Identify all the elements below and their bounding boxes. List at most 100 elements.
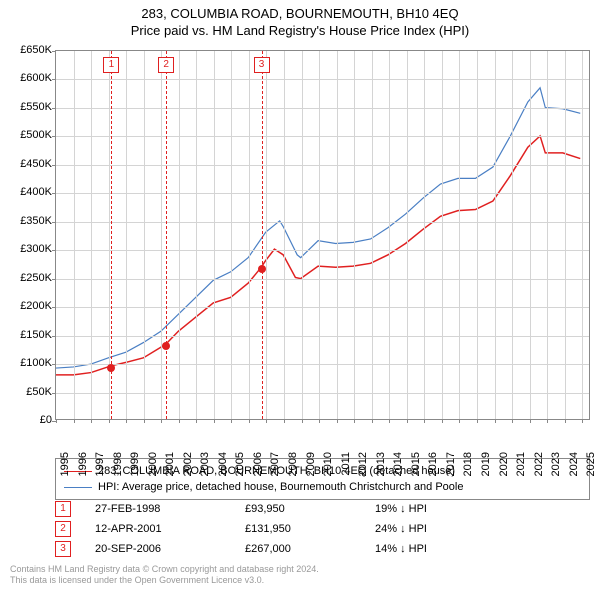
events-table-row: 212-APR-2001£131,95024% ↓ HPI: [55, 520, 590, 538]
tickmark-x: [495, 419, 496, 423]
tickmark-y: [52, 51, 56, 52]
tickmark-x: [161, 419, 162, 423]
event-table-badge: 3: [55, 541, 71, 557]
xtick-label: 1995: [59, 452, 71, 476]
legend-row-hpi: HPI: Average price, detached house, Bour…: [64, 479, 581, 495]
event-dot: [107, 364, 115, 372]
ytick-label: £500K: [20, 129, 52, 141]
event-date: 20-SEP-2006: [95, 543, 245, 555]
gridline-vertical: [214, 51, 215, 419]
event-date: 12-APR-2001: [95, 523, 245, 535]
gridline-vertical: [407, 51, 408, 419]
tickmark-x: [372, 419, 373, 423]
xtick-label: 2008: [287, 452, 299, 476]
tickmark-x: [284, 419, 285, 423]
tickmark-x: [389, 419, 390, 423]
tickmark-x: [179, 419, 180, 423]
gridline-vertical: [582, 51, 583, 419]
legend-label-hpi: HPI: Average price, detached house, Bour…: [98, 481, 463, 493]
tickmark-x: [56, 419, 57, 423]
tickmark-x: [319, 419, 320, 423]
event-badge: 1: [103, 57, 119, 73]
xtick-label: 2023: [550, 452, 562, 476]
xtick-label: 1999: [129, 452, 141, 476]
gridline-vertical: [442, 51, 443, 419]
xtick-label: 2017: [445, 452, 457, 476]
tickmark-x: [214, 419, 215, 423]
tickmark-y: [52, 279, 56, 280]
xtick-label: 2012: [357, 452, 369, 476]
events-table-row: 127-FEB-1998£93,95019% ↓ HPI: [55, 500, 590, 518]
chart-plot-area: 123: [55, 50, 590, 420]
ytick-label: £650K: [20, 44, 52, 56]
tickmark-x: [144, 419, 145, 423]
ytick-label: £50K: [26, 386, 52, 398]
gridline-vertical: [266, 51, 267, 419]
events-table: 127-FEB-1998£93,95019% ↓ HPI212-APR-2001…: [55, 500, 590, 560]
gridline-horizontal: [56, 165, 589, 166]
tickmark-x: [530, 419, 531, 423]
tickmark-y: [52, 136, 56, 137]
event-date: 27-FEB-1998: [95, 503, 245, 515]
tickmark-y: [52, 193, 56, 194]
tickmark-y: [52, 108, 56, 109]
event-price: £267,000: [245, 543, 375, 555]
xtick-label: 1997: [94, 452, 106, 476]
xtick-label: 2006: [252, 452, 264, 476]
gridline-horizontal: [56, 79, 589, 80]
xtick-label: 2004: [217, 452, 229, 476]
title-address: 283, COLUMBIA ROAD, BOURNEMOUTH, BH10 4E…: [0, 6, 600, 21]
gridline-vertical: [231, 51, 232, 419]
event-diff: 14% ↓ HPI: [375, 543, 495, 555]
gridline-vertical: [477, 51, 478, 419]
gridline-vertical: [495, 51, 496, 419]
tickmark-y: [52, 336, 56, 337]
event-table-badge: 2: [55, 521, 71, 537]
ytick-label: £400K: [20, 186, 52, 198]
ytick-label: £200K: [20, 300, 52, 312]
tickmark-x: [302, 419, 303, 423]
attribution-line2: This data is licensed under the Open Gov…: [10, 575, 319, 586]
ytick-label: £600K: [20, 72, 52, 84]
tickmark-x: [266, 419, 267, 423]
ytick-label: £450K: [20, 158, 52, 170]
events-table-row: 3 20-SEP-2006£267,00014% ↓ HPI: [55, 540, 590, 558]
gridline-vertical: [302, 51, 303, 419]
xtick-label: 2003: [199, 452, 211, 476]
gridline-vertical: [249, 51, 250, 419]
ytick-label: £100K: [20, 357, 52, 369]
event-price: £131,950: [245, 523, 375, 535]
gridline-horizontal: [56, 336, 589, 337]
tickmark-x: [407, 419, 408, 423]
xtick-label: 2002: [182, 452, 194, 476]
tickmark-y: [52, 250, 56, 251]
tickmark-x: [565, 419, 566, 423]
event-badge: 2: [158, 57, 174, 73]
attribution-line1: Contains HM Land Registry data © Crown c…: [10, 564, 319, 575]
event-table-badge: 1: [55, 501, 71, 517]
tickmark-y: [52, 364, 56, 365]
xtick-label: 2025: [585, 452, 597, 476]
event-marker-line: [262, 51, 263, 419]
gridline-vertical: [74, 51, 75, 419]
tickmark-x: [459, 419, 460, 423]
xtick-label: 2007: [269, 452, 281, 476]
gridline-vertical: [512, 51, 513, 419]
tickmark-x: [109, 419, 110, 423]
xtick-label: 2021: [515, 452, 527, 476]
gridline-vertical: [530, 51, 531, 419]
gridline-vertical: [372, 51, 373, 419]
tickmark-x: [91, 419, 92, 423]
event-diff: 19% ↓ HPI: [375, 503, 495, 515]
gridline-vertical: [337, 51, 338, 419]
gridline-horizontal: [56, 307, 589, 308]
tickmark-y: [52, 79, 56, 80]
xtick-label: 2020: [498, 452, 510, 476]
tickmark-x: [442, 419, 443, 423]
tickmark-y: [52, 222, 56, 223]
tickmark-x: [249, 419, 250, 423]
xtick-label: 2000: [147, 452, 159, 476]
xtick-label: 2011: [340, 452, 352, 476]
gridline-vertical: [389, 51, 390, 419]
xtick-label: 2015: [410, 452, 422, 476]
